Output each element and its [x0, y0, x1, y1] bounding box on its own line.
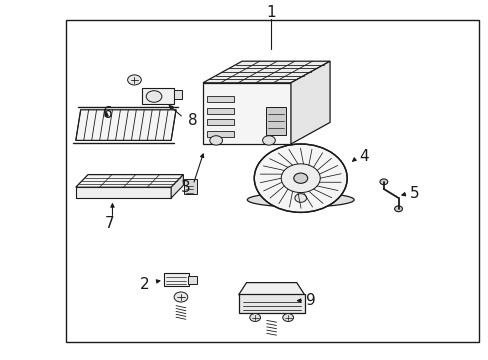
Bar: [207, 119, 233, 125]
Bar: [266, 107, 285, 135]
Bar: [66, 20, 478, 342]
Polygon shape: [171, 175, 183, 198]
Circle shape: [294, 194, 306, 202]
Text: 2: 2: [139, 277, 149, 292]
Circle shape: [379, 179, 387, 185]
Bar: [188, 276, 197, 284]
Circle shape: [293, 173, 307, 183]
Circle shape: [254, 144, 346, 212]
Polygon shape: [203, 61, 329, 83]
Circle shape: [174, 292, 187, 302]
Polygon shape: [76, 110, 176, 140]
Polygon shape: [76, 187, 171, 198]
Text: 1: 1: [266, 5, 276, 20]
Bar: [173, 90, 182, 99]
Circle shape: [394, 206, 402, 212]
Text: 7: 7: [105, 216, 115, 231]
Polygon shape: [238, 283, 304, 295]
Bar: [184, 179, 196, 194]
Text: 5: 5: [409, 186, 419, 201]
Circle shape: [281, 164, 320, 193]
Ellipse shape: [247, 193, 353, 207]
Text: 6: 6: [102, 106, 112, 121]
Text: 4: 4: [359, 149, 368, 164]
Circle shape: [249, 314, 260, 321]
Bar: [142, 88, 173, 104]
Circle shape: [146, 91, 162, 102]
Polygon shape: [290, 61, 329, 144]
Text: 9: 9: [305, 293, 315, 308]
Bar: [207, 108, 233, 114]
Bar: [207, 96, 233, 102]
Polygon shape: [203, 83, 290, 144]
Bar: [238, 294, 304, 313]
Text: 8: 8: [188, 113, 198, 128]
Circle shape: [262, 136, 275, 145]
Polygon shape: [76, 175, 183, 187]
Text: 3: 3: [181, 180, 190, 195]
Bar: [163, 273, 189, 286]
Bar: [207, 131, 233, 137]
Circle shape: [209, 136, 222, 145]
Circle shape: [282, 314, 293, 321]
Circle shape: [127, 75, 141, 85]
